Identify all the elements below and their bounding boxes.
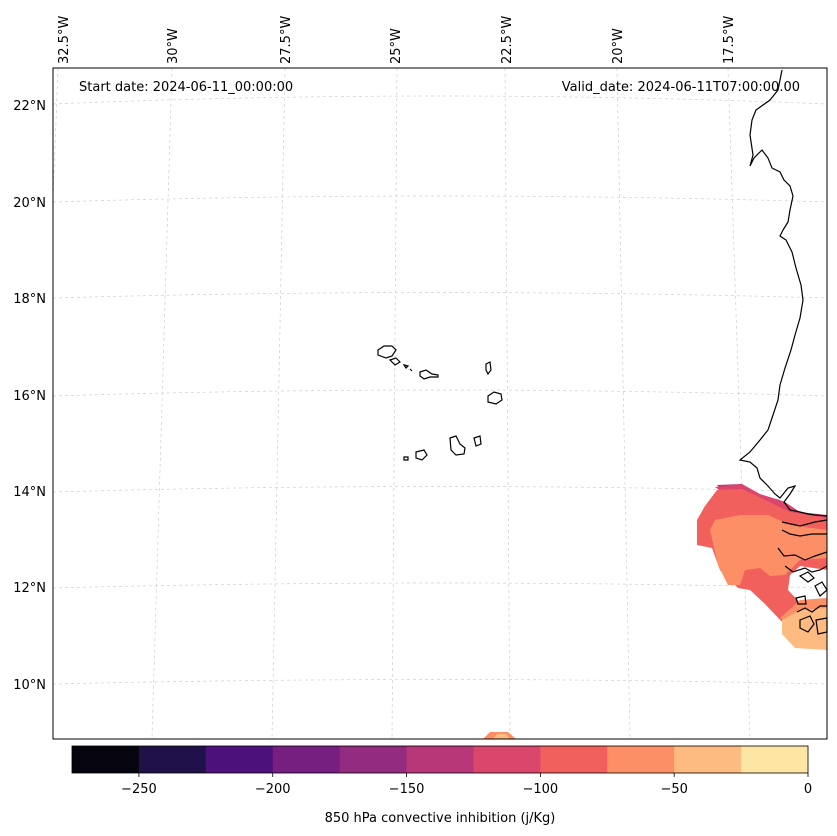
colorbar-tick-label: −50 — [660, 782, 687, 797]
sao-nicolau-island — [419, 369, 439, 380]
santo-antao-island — [377, 345, 397, 359]
colorbar-ticks: −250 −200 −150 −100 −50 0 — [121, 773, 812, 797]
lon-label: 22.5°W — [500, 16, 515, 64]
colorbar-swatch — [205, 746, 274, 773]
graticule — [52, 67, 828, 739]
colorbar-frame — [71, 745, 809, 774]
lon-label: 20°W — [611, 28, 626, 64]
africa-coastline — [738, 69, 828, 517]
lat-labels: 22°N 20°N 18°N 16°N 14°N 12°N 10°N — [13, 99, 46, 693]
santiago-island — [449, 435, 466, 456]
lon-label: 32.5°W — [57, 16, 72, 64]
colorbar-swatch — [272, 746, 341, 773]
lon-label: 25°W — [389, 28, 404, 64]
map-frame — [52, 67, 828, 740]
cin-field — [483, 484, 827, 739]
colorbar-tick-label: −100 — [523, 782, 559, 797]
colorbar-swatch — [72, 746, 140, 773]
colorbar-tick-label: −150 — [389, 782, 425, 797]
santa-luzia-island — [402, 364, 413, 372]
cin-patch-50-25 — [782, 608, 827, 650]
lat-label: 22°N — [13, 99, 46, 114]
lon-labels: 32.5°W 30°W 27.5°W 25°W 22.5°W 20°W 17.5… — [57, 16, 737, 64]
start-date-label: Start date: 2024-06-11_00:00:00 — [79, 80, 293, 95]
boa-vista-island — [487, 391, 503, 405]
brava-island — [403, 456, 409, 461]
sao-vicente-island — [388, 357, 401, 366]
colorbar-swatch — [674, 746, 742, 773]
colorbar-tick-label: −200 — [255, 782, 291, 797]
lon-label: 27.5°W — [279, 16, 294, 64]
lon-label: 30°W — [166, 28, 181, 64]
lon-label: 17.5°W — [722, 16, 737, 64]
colorbar-tick-label: 0 — [804, 782, 812, 797]
lat-label: 14°N — [13, 485, 46, 500]
colorbar-label: 850 hPa convective inhibition (j/Kg) — [325, 811, 556, 826]
colorbar-swatch — [741, 746, 809, 773]
maio-island — [473, 435, 482, 447]
lat-label: 12°N — [13, 581, 46, 596]
colorbar-swatch — [473, 746, 541, 773]
colorbar-swatch — [540, 746, 608, 773]
colorbar-swatch — [339, 746, 408, 773]
colorbar-swatch — [406, 746, 474, 773]
coastlines — [377, 69, 828, 635]
colorbar-swatch — [607, 746, 675, 773]
guinea-bissau-coast — [777, 547, 828, 573]
colorbar: −250 −200 −150 −100 −50 0 850 hPa convective … — [71, 745, 812, 826]
valid-date-label: Valid_date: 2024-06-11T07:00:00.00 — [562, 80, 800, 95]
colorbar-tick-label: −250 — [121, 782, 157, 797]
colorbar-swatch — [138, 746, 207, 773]
lat-label: 18°N — [13, 292, 46, 307]
sal-island — [485, 361, 492, 376]
lat-label: 10°N — [13, 678, 46, 693]
fogo-island — [415, 449, 428, 461]
lat-label: 16°N — [13, 389, 46, 404]
cin-patch-75-50 — [710, 515, 827, 585]
lat-label: 20°N — [13, 196, 46, 211]
cin-patch-southern-edge-light — [493, 734, 510, 739]
gambia-coast — [781, 519, 828, 537]
colorbar-swatches — [72, 746, 809, 773]
